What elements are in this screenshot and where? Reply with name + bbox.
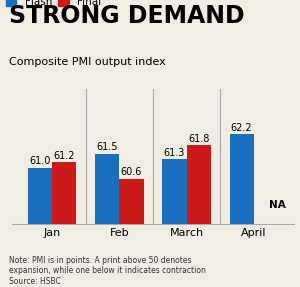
Bar — [162, 159, 187, 224]
Bar — [187, 145, 211, 224]
Bar — [52, 162, 76, 224]
Text: 60.6: 60.6 — [121, 168, 142, 177]
Text: NA: NA — [269, 200, 286, 210]
Legend: Flash, Final: Flash, Final — [6, 0, 101, 7]
Bar — [95, 154, 119, 224]
Text: 61.8: 61.8 — [188, 134, 209, 144]
Text: 61.0: 61.0 — [29, 156, 51, 166]
Text: 61.5: 61.5 — [97, 142, 118, 152]
Text: 61.2: 61.2 — [54, 151, 75, 161]
Bar — [119, 179, 144, 224]
Text: Note: PMI is in points. A print above 50 denotes
expansion, while one below it i: Note: PMI is in points. A print above 50… — [9, 256, 206, 286]
Text: 61.3: 61.3 — [164, 148, 185, 158]
Bar — [28, 168, 52, 224]
Text: 62.2: 62.2 — [231, 123, 252, 133]
Text: Composite PMI output index: Composite PMI output index — [9, 57, 166, 67]
Text: STRONG DEMAND: STRONG DEMAND — [9, 4, 244, 28]
Bar — [230, 134, 254, 224]
